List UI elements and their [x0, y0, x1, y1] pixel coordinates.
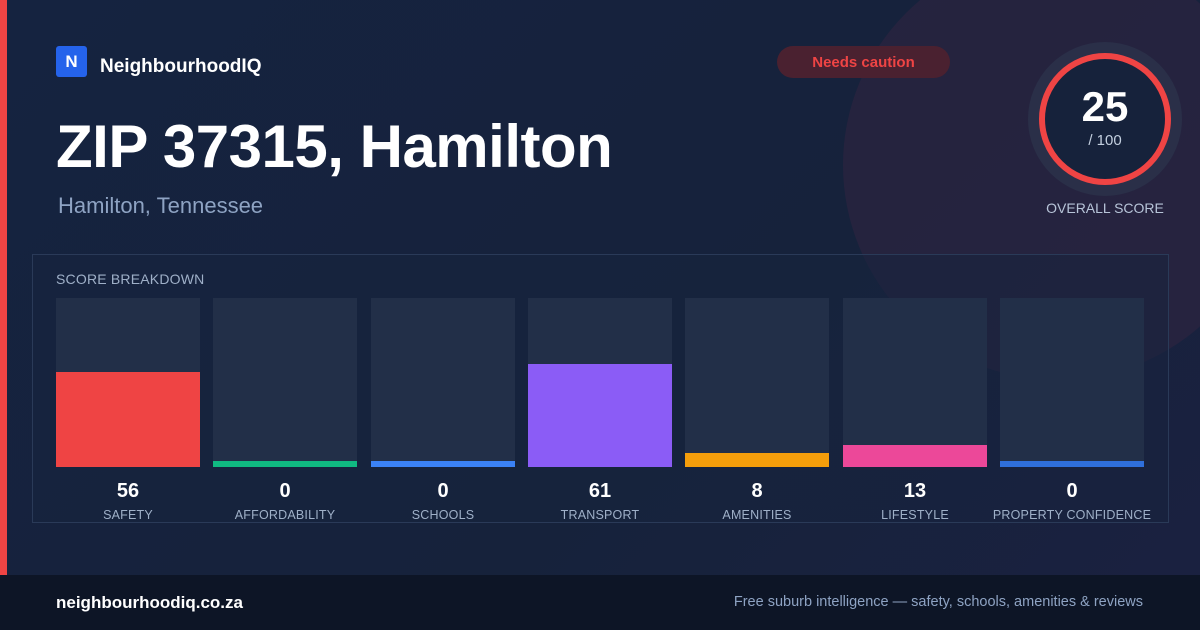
bar-track-lifestyle [843, 298, 987, 467]
bar-category-label: TRANSPORT [560, 508, 640, 522]
bar-value-label: 0 [279, 480, 291, 502]
score-ring-inner [1043, 57, 1167, 181]
bar-track-property-confidence [1000, 298, 1144, 467]
bar-category-label: AMENITIES [722, 508, 792, 522]
brand-logo-icon: N [56, 46, 87, 77]
bar-track-safety [56, 298, 200, 467]
bar-track-affordability [213, 298, 357, 467]
footer-tagline: Free suburb intelligence — safety, schoo… [733, 594, 1143, 610]
bar-category-label: SAFETY [103, 508, 153, 522]
bar-category-label: AFFORDABILITY [234, 508, 336, 522]
bar-track-transport [528, 298, 672, 467]
bar-category-label: SCHOOLS [411, 508, 475, 522]
bar-schools [371, 461, 515, 467]
bar-track-schools [371, 298, 515, 467]
brand-name: NeighbourhoodIQ [100, 56, 262, 77]
bar-property-confidence [1000, 461, 1144, 467]
footer [0, 575, 1200, 630]
bar-value-label: 56 [116, 480, 140, 502]
bar-category-label: PROPERTY CONFIDENCE [992, 508, 1152, 522]
bar-value-label: 0 [1066, 480, 1078, 502]
status-badge: Needs caution [777, 46, 950, 78]
overall-score-label: OVERALL SCORE [1046, 200, 1164, 216]
bar-affordability [213, 461, 357, 467]
footer-url[interactable]: neighbourhoodiq.co.za [56, 593, 243, 612]
bar-track-amenities [685, 298, 829, 467]
overall-score-value: 25 [1081, 83, 1129, 130]
bar-value-label: 8 [751, 480, 763, 502]
page-subtitle: Hamilton, Tennessee [58, 193, 264, 218]
bar-amenities [685, 453, 829, 467]
bar-value-label: 0 [437, 480, 449, 502]
overall-score-max: / 100 [1088, 132, 1122, 149]
score-breakdown-title: SCORE BREAKDOWN [56, 271, 205, 287]
page-title: ZIP 37315, Hamilton [56, 113, 613, 180]
bar-category-label: LIFESTYLE [881, 508, 949, 522]
bar-value-label: 13 [903, 480, 927, 502]
overall-score-ring [1028, 42, 1182, 196]
accent-bar [0, 0, 7, 575]
bar-value-label: 61 [588, 480, 612, 502]
bar-safety [56, 372, 200, 467]
bar-transport [528, 364, 672, 467]
bar-lifestyle [843, 445, 987, 467]
score-ring-progress [1039, 53, 1171, 185]
